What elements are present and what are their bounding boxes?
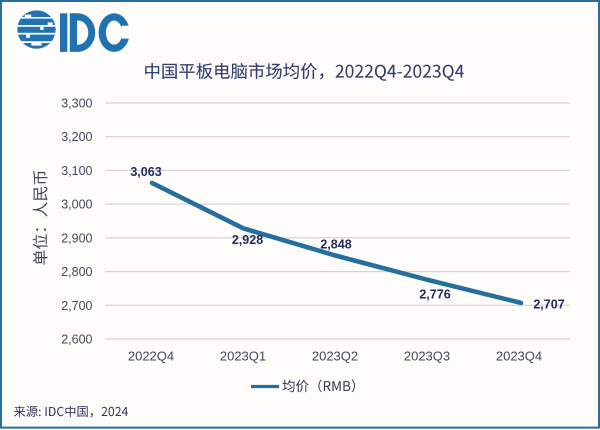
svg-text:2,776: 2,776 — [419, 288, 450, 302]
svg-text:2,900: 2,900 — [61, 231, 92, 245]
svg-text:3,100: 3,100 — [61, 164, 92, 178]
svg-text:2023Q1: 2023Q1 — [220, 348, 266, 363]
svg-text:2,800: 2,800 — [61, 265, 92, 279]
svg-text:3,200: 3,200 — [61, 130, 92, 144]
svg-text:3,063: 3,063 — [130, 165, 161, 179]
svg-text:3,300: 3,300 — [61, 97, 92, 111]
svg-text:2,600: 2,600 — [61, 333, 92, 347]
svg-text:3,000: 3,000 — [61, 198, 92, 212]
svg-text:2,928: 2,928 — [232, 233, 263, 247]
svg-text:2023Q2: 2023Q2 — [312, 348, 358, 363]
svg-text:2,848: 2,848 — [320, 238, 351, 252]
svg-text:2023Q4: 2023Q4 — [496, 348, 542, 363]
svg-text:2023Q3: 2023Q3 — [404, 348, 450, 363]
svg-text:2,707: 2,707 — [533, 298, 564, 312]
svg-text:2022Q4: 2022Q4 — [128, 348, 174, 363]
svg-text:2,700: 2,700 — [61, 299, 92, 313]
